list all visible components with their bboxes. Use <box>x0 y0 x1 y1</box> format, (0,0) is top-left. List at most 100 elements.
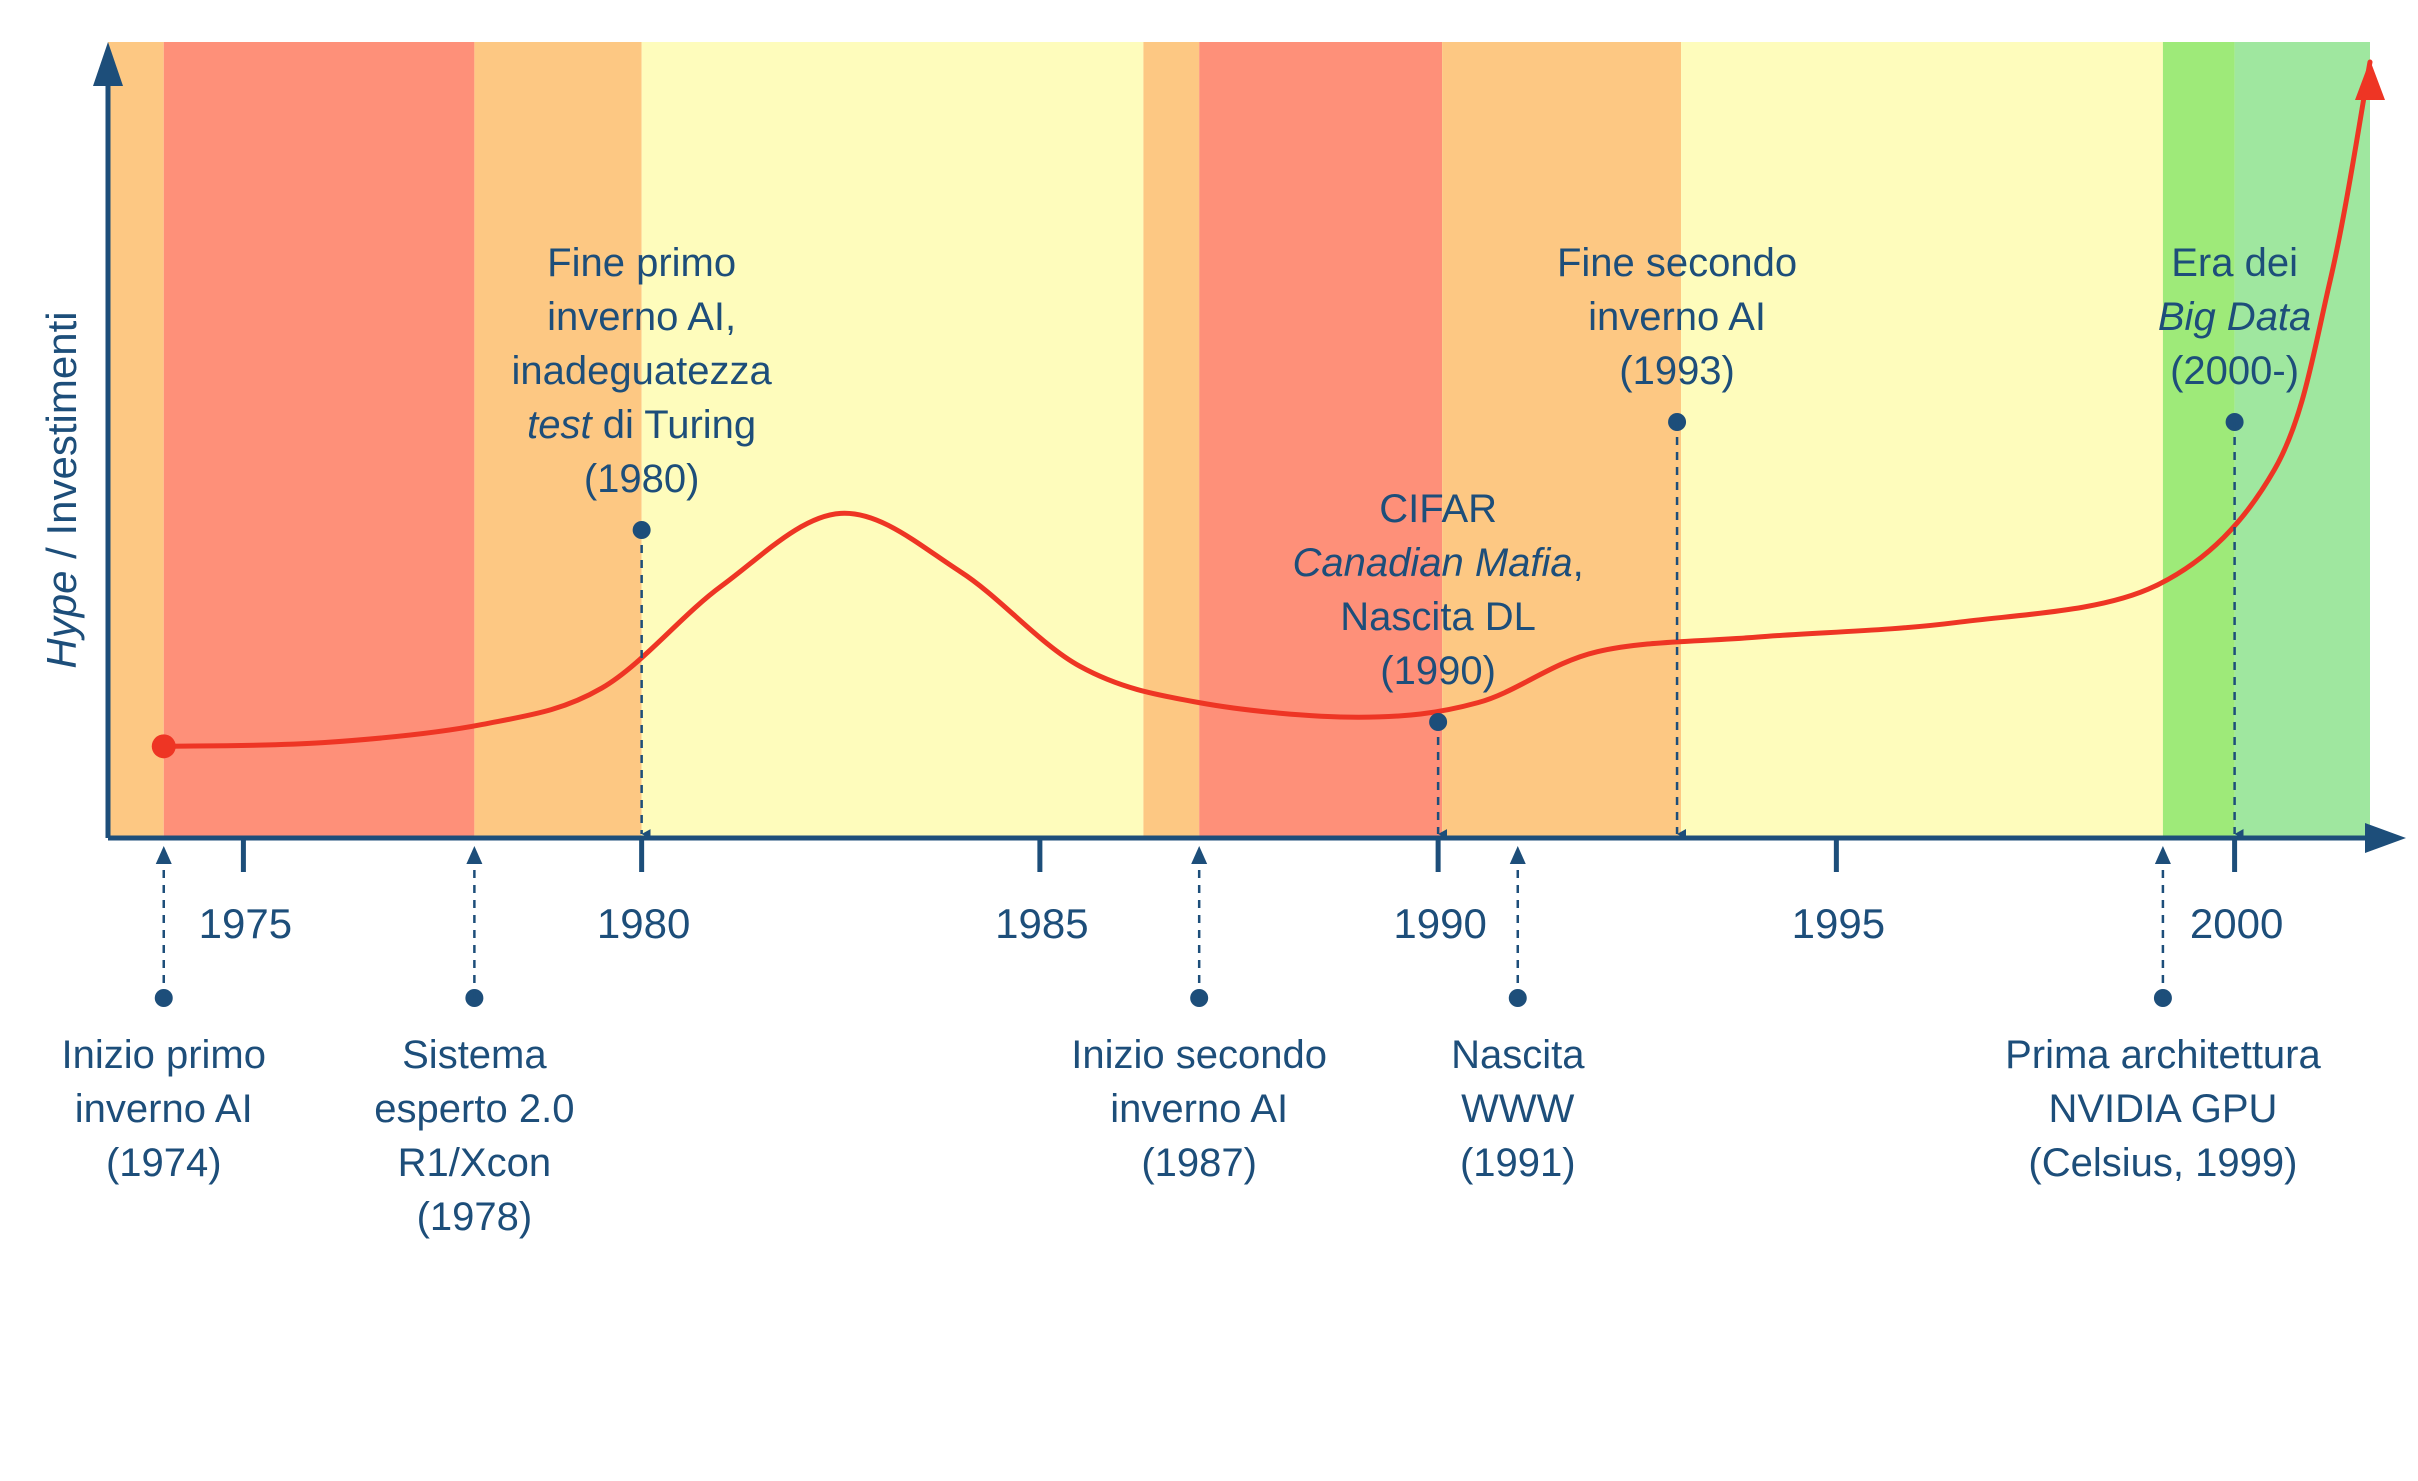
event-label-segment: NVIDIA GPU <box>2048 1087 2277 1131</box>
x-tick-label: 2000 <box>2190 900 2283 947</box>
event-above: Era dei Big Data (2000-) <box>2158 241 2311 839</box>
event-label-line: (2000-) <box>2170 349 2299 393</box>
hype-curve-line <box>161 59 2373 749</box>
x-tick-label: 1980 <box>597 900 690 947</box>
event-label-line: inverno AI, <box>547 295 736 339</box>
period-band <box>1199 42 1443 838</box>
x-tick-label: 1985 <box>995 900 1088 947</box>
event-label-segment: inverno AI <box>75 1087 253 1131</box>
event-label-line: (1991) <box>1460 1141 1576 1185</box>
event-label-segment: , <box>1573 541 1584 585</box>
curve-start-marker <box>151 734 176 759</box>
y-axis-arrowhead <box>93 42 123 86</box>
event-label-line: Big Data <box>2158 295 2311 339</box>
axes <box>93 42 2406 853</box>
event-label-line: Sistema <box>402 1033 547 1077</box>
x-tick-label: 1995 <box>1792 900 1885 947</box>
event-label-segment: test <box>527 403 593 447</box>
event-label-segment: (1978) <box>417 1195 533 1239</box>
event-label-segment: Canadian Mafia <box>1292 541 1572 585</box>
event-label-segment: Fine primo <box>547 241 736 285</box>
event-label-segment: Inizio secondo <box>1071 1033 1327 1077</box>
y-axis-label-italic: Hype <box>38 571 85 669</box>
event-label-line: Canadian Mafia, <box>1292 541 1583 585</box>
event-above: Fine secondo inverno AI (1993) <box>1557 241 1797 839</box>
period-band <box>1442 42 1682 838</box>
event-below: Inizio secondo inverno AI (1987) <box>1071 846 1327 1185</box>
event-label-segment: Fine secondo <box>1557 241 1797 285</box>
event-label-line: esperto 2.0 <box>374 1087 574 1131</box>
event-label-line: inverno AI <box>1588 295 1766 339</box>
event-label-line: WWW <box>1461 1087 1575 1131</box>
event-label-segment: esperto 2.0 <box>374 1087 574 1131</box>
event-label-line: Inizio primo <box>61 1033 266 1077</box>
event-label-line: NVIDIA GPU <box>2048 1087 2277 1131</box>
event-label-line: (1993) <box>1619 349 1735 393</box>
event-below: Sistema esperto 2.0 R1/Xcon (1978) <box>374 846 574 1239</box>
event-label-line: Prima architettura <box>2005 1033 2321 1077</box>
event-label-segment: (2000-) <box>2170 349 2299 393</box>
event-below: Prima architettura NVIDIA GPU (Celsius, 19… <box>2005 846 2321 1185</box>
event-label-segment: inadeguatezza <box>512 349 773 393</box>
period-band <box>2162 42 2235 838</box>
event-arrowhead <box>2154 846 2171 864</box>
event-label-segment: (1990) <box>1380 649 1496 693</box>
event-above: CIFAR Canadian Mafia, Nascita DL (1990) <box>1292 487 1584 839</box>
event-label-segment: Big Data <box>2158 295 2311 339</box>
event-label-segment: Sistema <box>402 1033 547 1077</box>
hype-curve <box>151 59 2385 759</box>
event-label-line: Nascita DL <box>1340 595 1536 639</box>
event-label-line: (1987) <box>1141 1141 1257 1185</box>
event-annotations: Fine primo inverno AI, inadeguatezza test d… <box>61 241 2321 1239</box>
event-label-segment: Prima architettura <box>2005 1033 2321 1077</box>
event-label-line: (1978) <box>417 1195 533 1239</box>
event-label-segment: WWW <box>1461 1087 1575 1131</box>
event-arrowhead <box>1509 846 1526 864</box>
event-label-line: (1974) <box>106 1141 222 1185</box>
event-label-line: Inizio secondo <box>1071 1033 1327 1077</box>
period-band <box>163 42 475 838</box>
event-label-segment: inverno AI <box>1110 1087 1288 1131</box>
event-label-segment: di Turing <box>592 403 757 447</box>
event-label-segment: (1980) <box>584 457 700 501</box>
event-label-line: Fine primo <box>547 241 736 285</box>
event-label-segment: (1974) <box>106 1141 222 1185</box>
event-arrowhead <box>466 846 483 864</box>
event-arrowhead <box>1191 846 1208 864</box>
event-label-segment: Nascita DL <box>1340 595 1536 639</box>
event-label-segment: (1987) <box>1141 1141 1257 1185</box>
event-label-segment: Nascita <box>1451 1033 1585 1077</box>
event-label-segment: (1993) <box>1619 349 1735 393</box>
event-below: Inizio primo inverno AI (1974) <box>61 846 266 1185</box>
x-tick-label: 1975 <box>199 900 292 947</box>
period-band <box>641 42 1144 838</box>
y-axis-label-rest: / Investimenti <box>38 311 85 570</box>
x-axis-ticks: 1975 1980 1985 1990 1995 2000 <box>199 838 2283 947</box>
event-label-segment: CIFAR <box>1379 487 1497 531</box>
event-label-segment: (Celsius, 1999) <box>2028 1141 2297 1185</box>
x-tick-label: 1990 <box>1393 900 1486 947</box>
event-above: Fine primo inverno AI, inadeguatezza test d… <box>512 241 773 839</box>
event-label-line: (1980) <box>584 457 700 501</box>
event-label-segment: Era dei <box>2171 241 2298 285</box>
event-label-line: Era dei <box>2171 241 2298 285</box>
y-axis-label: Hype / Investimenti <box>38 311 85 668</box>
event-arrowhead <box>155 846 172 864</box>
event-label-line: inverno AI <box>1110 1087 1288 1131</box>
event-below: Nascita WWW (1991) <box>1451 846 1585 1185</box>
x-axis-arrowhead <box>2365 823 2406 853</box>
event-label-segment: Inizio primo <box>61 1033 266 1077</box>
event-label-line: inadeguatezza <box>512 349 773 393</box>
event-label-segment: inverno AI <box>1588 295 1766 339</box>
period-band <box>1143 42 1200 838</box>
event-label-line: inverno AI <box>75 1087 253 1131</box>
event-label-line: (1990) <box>1380 649 1496 693</box>
period-band <box>2234 42 2370 838</box>
event-label-segment: inverno AI, <box>547 295 736 339</box>
period-bands <box>108 42 2370 838</box>
event-label-line: Fine secondo <box>1557 241 1797 285</box>
event-label-line: R1/Xcon <box>398 1141 551 1185</box>
event-label-line: Nascita <box>1451 1033 1585 1077</box>
event-label-line: test di Turing <box>527 403 756 447</box>
